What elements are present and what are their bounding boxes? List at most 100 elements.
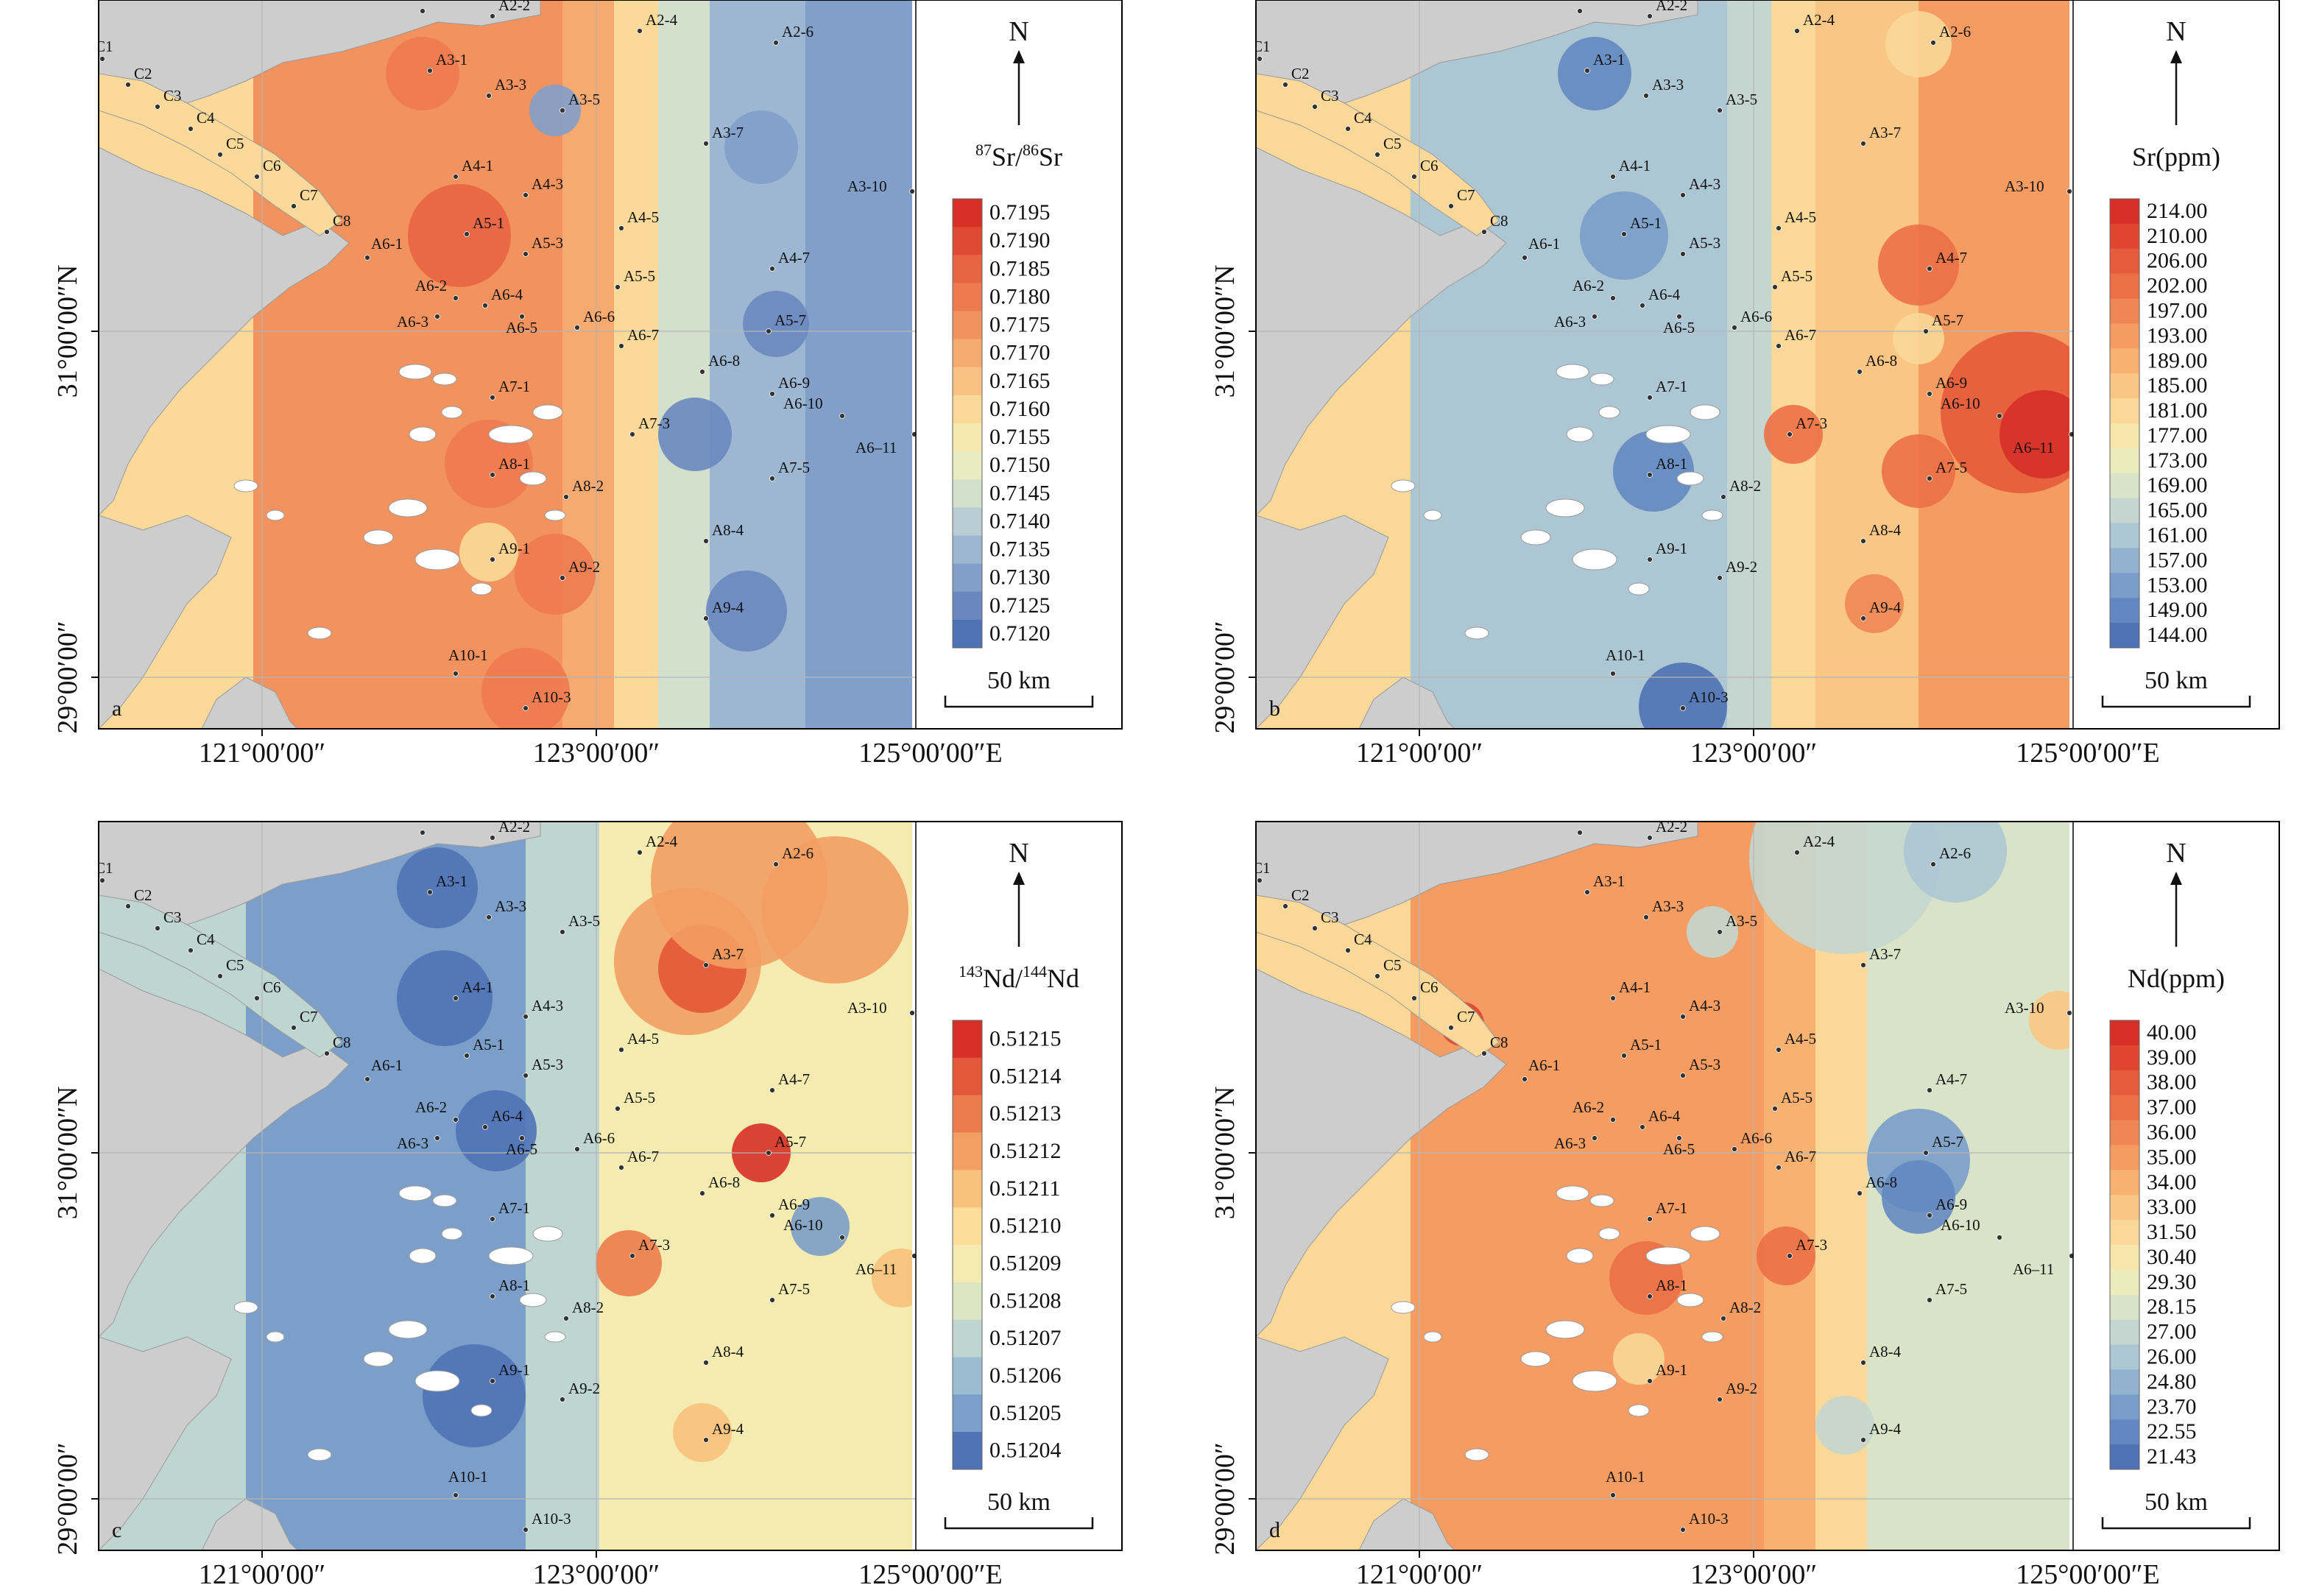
station-A5-3[interactable]: A5-3 xyxy=(523,234,564,257)
station-A9-1[interactable]: A9-1 xyxy=(1647,540,1688,562)
station-A6-1[interactable]: A6-1 xyxy=(364,235,403,261)
station-C6[interactable]: C6 xyxy=(1411,157,1439,180)
station-A6-5[interactable]: A6-5 xyxy=(506,1135,537,1159)
station-A6-9[interactable]: A6-9 xyxy=(769,1196,811,1218)
station-A6-1[interactable]: A6-1 xyxy=(1522,235,1561,261)
station-A5-7[interactable]: A5-7 xyxy=(766,1133,807,1156)
station-C7[interactable]: C7 xyxy=(1448,186,1475,209)
station-A4-7[interactable]: A4-7 xyxy=(1927,1070,1968,1093)
station-A5-1[interactable]: A5-1 xyxy=(464,214,505,237)
station-A2-2[interactable]: A2-2 xyxy=(490,0,531,19)
station-A4-5[interactable]: A4-5 xyxy=(618,1030,660,1053)
station-C4[interactable]: C4 xyxy=(188,109,216,132)
station-A8-1[interactable]: A8-1 xyxy=(490,455,531,478)
station-A2-6[interactable]: A2-6 xyxy=(1930,844,1972,867)
station-A9-2[interactable]: A9-2 xyxy=(1717,1380,1758,1402)
station-A8-2[interactable]: A8-2 xyxy=(1720,1299,1762,1321)
station-A3-1[interactable]: A3-1 xyxy=(427,872,468,895)
station-A6-9[interactable]: A6-9 xyxy=(1927,374,1968,397)
station-A3-7[interactable]: A3-7 xyxy=(1860,124,1902,146)
station-A4-3[interactable]: A4-3 xyxy=(1680,175,1721,198)
station-A8-1[interactable]: A8-1 xyxy=(1647,1277,1688,1299)
station-A5-5[interactable]: A5-5 xyxy=(615,267,656,290)
station-A5-1[interactable]: A5-1 xyxy=(464,1036,505,1059)
station-C1[interactable]: C1 xyxy=(1252,38,1271,62)
station-A3-10[interactable]: A3-10 xyxy=(847,999,915,1017)
station-A3-5[interactable]: A3-5 xyxy=(1717,912,1758,935)
station-A6-9[interactable]: A6-9 xyxy=(1927,1196,1968,1218)
station-A4-1[interactable]: A4-1 xyxy=(453,978,494,1001)
station-C8[interactable]: C8 xyxy=(1481,212,1508,235)
station-A2-6[interactable]: A2-6 xyxy=(773,23,814,46)
station-A6-4[interactable]: A6-4 xyxy=(482,286,523,308)
station-C1[interactable]: C1 xyxy=(95,38,113,62)
station-A3-5[interactable]: A3-5 xyxy=(560,912,601,935)
station-C6[interactable]: C6 xyxy=(1411,978,1439,1001)
station-A6-3[interactable]: A6-3 xyxy=(397,313,440,331)
station-A3-3[interactable]: A3-3 xyxy=(486,76,527,99)
station-A6-10[interactable]: A6-10 xyxy=(783,1216,845,1240)
station-A9-1[interactable]: A9-1 xyxy=(490,1361,531,1384)
station-A8-1[interactable]: A8-1 xyxy=(1647,455,1688,478)
station-A3-10[interactable]: A3-10 xyxy=(2005,999,2072,1017)
station-C6[interactable]: C6 xyxy=(254,978,281,1001)
station-A6-6[interactable]: A6-6 xyxy=(574,1129,615,1152)
station-A6-10[interactable]: A6-10 xyxy=(1941,1216,2002,1240)
station-A6-9[interactable]: A6-9 xyxy=(769,374,811,397)
station-A3-3[interactable]: A3-3 xyxy=(486,897,527,920)
station-A5-3[interactable]: A5-3 xyxy=(523,1056,564,1078)
station-A7-1[interactable]: A7-1 xyxy=(490,378,531,400)
station-A8-4[interactable]: A8-4 xyxy=(1860,521,1902,544)
station-A6-5[interactable]: A6-5 xyxy=(506,314,537,337)
station-C8[interactable]: C8 xyxy=(1481,1034,1508,1056)
station-A4-7[interactable]: A4-7 xyxy=(1927,249,1968,272)
station-A2-2[interactable]: A2-2 xyxy=(1647,818,1688,841)
station-C2[interactable]: C2 xyxy=(1282,65,1310,88)
station-A9-2[interactable]: A9-2 xyxy=(1717,558,1758,581)
station-C8[interactable]: C8 xyxy=(324,212,351,235)
station-A5-3[interactable]: A5-3 xyxy=(1680,1056,1721,1078)
station-A6-6[interactable]: A6-6 xyxy=(574,308,615,331)
station-A4-7[interactable]: A4-7 xyxy=(769,1070,811,1093)
station-A6–11[interactable]: A6–11 xyxy=(2013,431,2075,457)
station-A7-5[interactable]: A7-5 xyxy=(1927,1280,1968,1303)
station-A3-7[interactable]: A3-7 xyxy=(1860,945,1902,968)
station-C2[interactable]: C2 xyxy=(125,65,152,88)
station-A5-5[interactable]: A5-5 xyxy=(1772,267,1813,290)
station-A6-7[interactable]: A6-7 xyxy=(1776,326,1817,349)
station-A6-5[interactable]: A6-5 xyxy=(1663,1135,1695,1159)
station-A6–11[interactable]: A6–11 xyxy=(855,1253,917,1279)
station-A3-1[interactable]: A3-1 xyxy=(1584,51,1626,74)
station-A9-1[interactable]: A9-1 xyxy=(1647,1361,1688,1384)
station-A6-2[interactable]: A6-2 xyxy=(1573,277,1616,301)
station-A7-1[interactable]: A7-1 xyxy=(1647,1199,1688,1222)
station-A10-1[interactable]: A10-1 xyxy=(1606,646,1645,677)
station-A5-7[interactable]: A5-7 xyxy=(1923,311,1964,334)
station-A2-2[interactable]: A2-2 xyxy=(490,818,531,841)
station-C8[interactable]: C8 xyxy=(324,1034,351,1056)
station-C7[interactable]: C7 xyxy=(291,186,318,209)
station-A4-3[interactable]: A4-3 xyxy=(1680,997,1721,1020)
station-C7[interactable]: C7 xyxy=(291,1008,318,1031)
station-A6–11[interactable]: A6–11 xyxy=(2013,1253,2075,1279)
station-A7-3[interactable]: A7-3 xyxy=(1787,1236,1828,1259)
station-A8-4[interactable]: A8-4 xyxy=(703,521,744,544)
station-A6-2[interactable]: A6-2 xyxy=(415,277,459,301)
station-A6-8[interactable]: A6-8 xyxy=(699,1173,741,1196)
station-A6-3[interactable]: A6-3 xyxy=(1554,1134,1598,1152)
station-A6-8[interactable]: A6-8 xyxy=(1857,1173,1898,1196)
station-A4-5[interactable]: A4-5 xyxy=(1776,208,1817,231)
station-A6-2[interactable]: A6-2 xyxy=(1573,1098,1616,1123)
station-A2-6[interactable]: A2-6 xyxy=(1930,23,1972,46)
station-A2-4[interactable]: A2-4 xyxy=(1794,11,1835,34)
station-A9-4[interactable]: A9-4 xyxy=(1860,1420,1902,1443)
station-A9-2[interactable]: A9-2 xyxy=(560,1380,601,1402)
station-A6-6[interactable]: A6-6 xyxy=(1732,1129,1773,1152)
station-A2-2[interactable]: A2-2 xyxy=(1647,0,1688,19)
station-A10-1[interactable]: A10-1 xyxy=(448,646,488,677)
station-A10-1[interactable]: A10-1 xyxy=(448,1468,488,1498)
station-A6-7[interactable]: A6-7 xyxy=(618,1148,660,1170)
station-A6–11[interactable]: A6–11 xyxy=(855,431,917,457)
station-C5[interactable]: C5 xyxy=(1374,135,1402,158)
station-A6-10[interactable]: A6-10 xyxy=(1941,395,2002,419)
